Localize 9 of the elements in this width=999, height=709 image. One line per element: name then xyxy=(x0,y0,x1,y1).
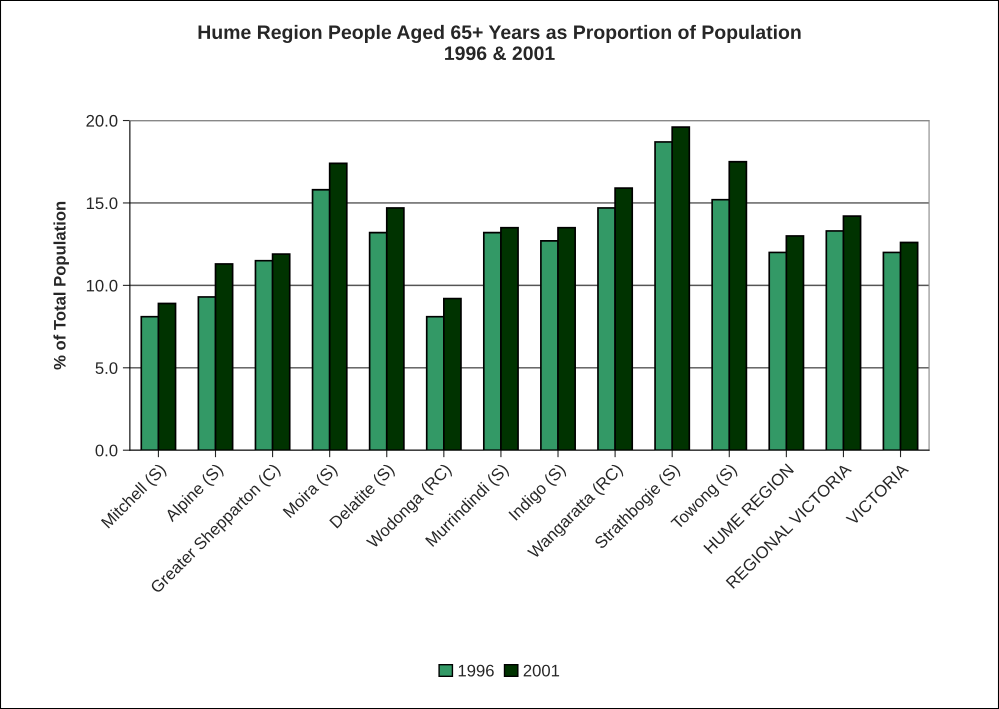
y-tick-label: 0.0 xyxy=(96,444,118,456)
y-tick-label: 10.0 xyxy=(86,280,118,292)
y-tick-label: 5.0 xyxy=(96,362,118,374)
chart-title: Hume Region People Aged 65+ Years as Proportion of Population 1996 & 2001 xyxy=(198,24,801,60)
y-axis-title: % of Total Population xyxy=(53,202,69,370)
y-tick-label: 15.0 xyxy=(86,197,118,210)
y-tick-label: 20.0 xyxy=(86,114,118,127)
legend-label: 2001 xyxy=(524,664,560,677)
legend-label: 1996 xyxy=(458,664,494,677)
